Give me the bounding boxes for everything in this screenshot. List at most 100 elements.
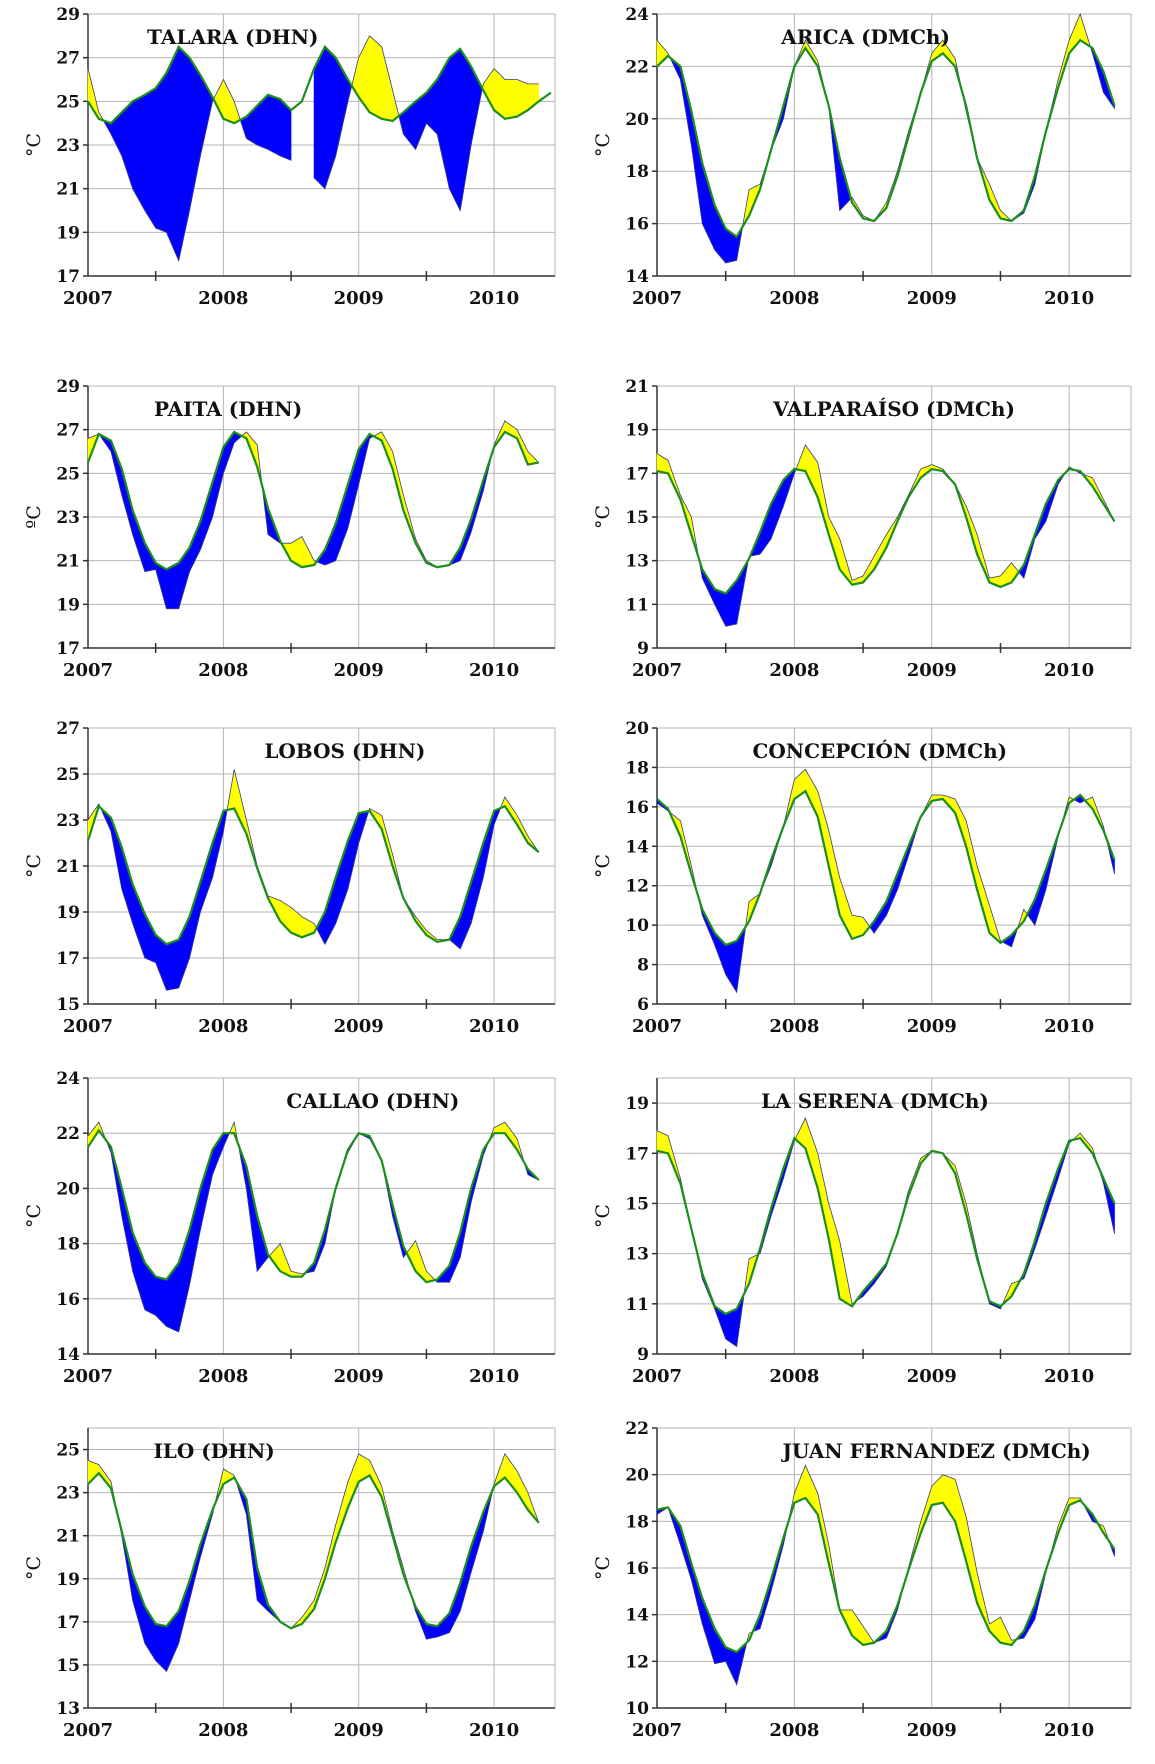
y-tick-label: 17 <box>56 1613 80 1633</box>
x-tick-label: 2008 <box>769 1720 819 1741</box>
cold-anomaly-area <box>177 1611 179 1648</box>
cold-anomaly-area <box>169 943 171 990</box>
y-tick-label: 29 <box>56 377 80 397</box>
y-tick-label: 9 <box>637 639 649 659</box>
chart-title: CALLAO (DHN) <box>286 1089 459 1113</box>
x-tick-label: 2008 <box>769 288 819 309</box>
warm-anomaly-area <box>951 1478 953 1518</box>
warm-anomaly-area <box>304 918 306 937</box>
cold-anomaly-area <box>268 95 270 151</box>
cold-anomaly-area <box>167 69 169 237</box>
cold-anomaly-area <box>175 51 177 256</box>
y-tick-label: 23 <box>56 136 80 156</box>
x-tick-label: 2008 <box>769 1366 819 1387</box>
y-tick-label: 20 <box>625 719 649 739</box>
cold-anomaly-area <box>143 1258 145 1310</box>
cold-anomaly-area <box>405 109 407 140</box>
y-tick-label: 13 <box>625 552 649 572</box>
x-tick-label: 2010 <box>1044 1366 1094 1387</box>
y-tick-label: 10 <box>625 1699 649 1719</box>
cold-anomaly-area <box>167 568 169 608</box>
warm-anomaly-area <box>513 80 515 118</box>
x-tick-label: 2008 <box>769 1016 819 1037</box>
y-tick-label: 11 <box>625 595 649 615</box>
warm-anomaly-area <box>511 80 513 118</box>
y-tick-label: 21 <box>56 552 80 572</box>
cold-anomaly-area <box>407 107 409 142</box>
y-axis-label: °C <box>23 1556 45 1580</box>
x-tick-label: 2008 <box>198 660 248 681</box>
x-tick-label: 2009 <box>907 660 957 681</box>
y-tick-label: 14 <box>56 1345 80 1365</box>
x-tick-label: 2007 <box>63 1366 113 1387</box>
cold-anomaly-area <box>200 75 202 156</box>
y-tick-label: 14 <box>625 1606 649 1626</box>
warm-anomaly-area <box>376 41 378 116</box>
cold-anomaly-area <box>336 58 338 156</box>
cold-anomaly-area <box>171 1271 173 1329</box>
y-tick-label: 17 <box>56 949 80 969</box>
y-tick-label: 19 <box>625 1094 649 1114</box>
y-axis-label: °C <box>23 854 45 878</box>
x-tick-label: 2007 <box>632 660 682 681</box>
warm-anomaly-area <box>949 1477 951 1515</box>
y-tick-label: 22 <box>625 1419 649 1439</box>
warm-anomaly-area <box>507 80 509 119</box>
warm-anomaly-area <box>515 80 517 117</box>
x-tick-label: 2010 <box>1044 660 1094 681</box>
x-tick-label: 2007 <box>63 288 113 309</box>
cold-anomaly-area <box>175 940 177 988</box>
y-tick-label: 20 <box>625 1466 649 1486</box>
y-tick-label: 12 <box>625 1652 649 1672</box>
cold-anomaly-area <box>137 98 139 200</box>
y-tick-label: 18 <box>625 162 649 182</box>
x-tick-label: 2007 <box>632 288 682 309</box>
y-tick-label: 16 <box>625 798 649 818</box>
x-tick-label: 2009 <box>907 1016 957 1037</box>
cold-anomaly-area <box>139 899 141 946</box>
cold-anomaly-area <box>289 108 291 160</box>
cold-anomaly-area <box>340 65 342 138</box>
cold-anomaly-area <box>171 942 173 990</box>
warm-anomaly-area <box>310 921 312 934</box>
cold-anomaly-area <box>137 1243 139 1291</box>
x-tick-label: 2007 <box>632 1016 682 1037</box>
cold-anomaly-area <box>177 563 179 609</box>
cold-anomaly-area <box>439 72 441 152</box>
chart-title: CONCEPCIÓN (DMCh) <box>752 738 1007 763</box>
x-tick-label: 2010 <box>469 288 519 309</box>
chart-title: JUAN FERNANDEZ (DMCh) <box>781 1439 1091 1463</box>
cold-anomaly-area <box>141 1253 143 1304</box>
cold-anomaly-area <box>443 65 445 171</box>
y-tick-label: 24 <box>625 5 649 25</box>
y-tick-label: 16 <box>56 1290 80 1310</box>
y-axis-label: °C <box>592 1556 614 1580</box>
warm-anomaly-area <box>945 1475 947 1508</box>
cold-anomaly-area <box>278 98 280 155</box>
y-tick-label: 17 <box>625 1144 649 1164</box>
x-tick-label: 2007 <box>63 660 113 681</box>
cold-anomaly-area <box>167 943 169 990</box>
warm-anomaly-area <box>374 39 376 115</box>
cold-anomaly-area <box>175 564 177 609</box>
cold-anomaly-area <box>143 95 145 211</box>
x-tick-label: 2008 <box>198 1366 248 1387</box>
y-axis-label: °C <box>592 1204 614 1228</box>
x-tick-label: 2010 <box>469 660 519 681</box>
warm-anomaly-area <box>370 36 372 114</box>
cold-anomaly-area <box>177 47 179 261</box>
warm-anomaly-area <box>372 38 374 115</box>
y-tick-label: 19 <box>56 595 80 615</box>
cold-anomaly-area <box>133 100 135 192</box>
cold-anomaly-area <box>169 64 171 242</box>
cold-anomaly-area <box>173 55 175 251</box>
y-axis-label: °C <box>23 133 45 157</box>
chart-title: VALPARAÍSO (DMCh) <box>772 397 1015 421</box>
y-axis-label: °C <box>592 854 614 878</box>
y-tick-label: 15 <box>56 1656 80 1676</box>
x-tick-label: 2010 <box>469 1016 519 1037</box>
